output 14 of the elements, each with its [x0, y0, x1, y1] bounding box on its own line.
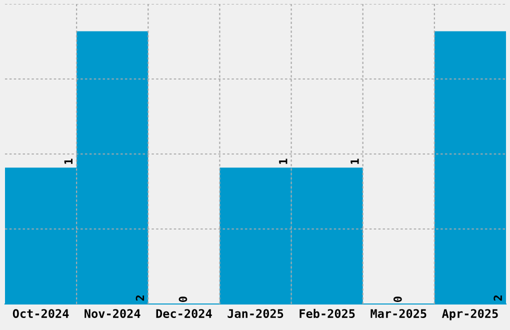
data-label: 1	[64, 158, 72, 164]
data-label: 1	[279, 158, 288, 164]
x-tick-label: Feb-2025	[300, 308, 355, 318]
data-label: 2	[136, 296, 144, 301]
x-tick-label: Nov-2024	[84, 309, 140, 318]
x-tick-label: Apr-2025	[442, 309, 498, 320]
x-tick-label: Oct-2024	[12, 309, 69, 318]
x-tick-label: Mar-2025	[370, 309, 426, 318]
data-label: 0	[178, 296, 188, 302]
data-label: 0	[393, 296, 402, 302]
data-label: 2	[494, 296, 502, 301]
x-tick-label: Dec-2024	[156, 309, 212, 318]
data-label: 1	[350, 158, 359, 164]
x-tick-label: Jan-2025	[228, 309, 284, 318]
